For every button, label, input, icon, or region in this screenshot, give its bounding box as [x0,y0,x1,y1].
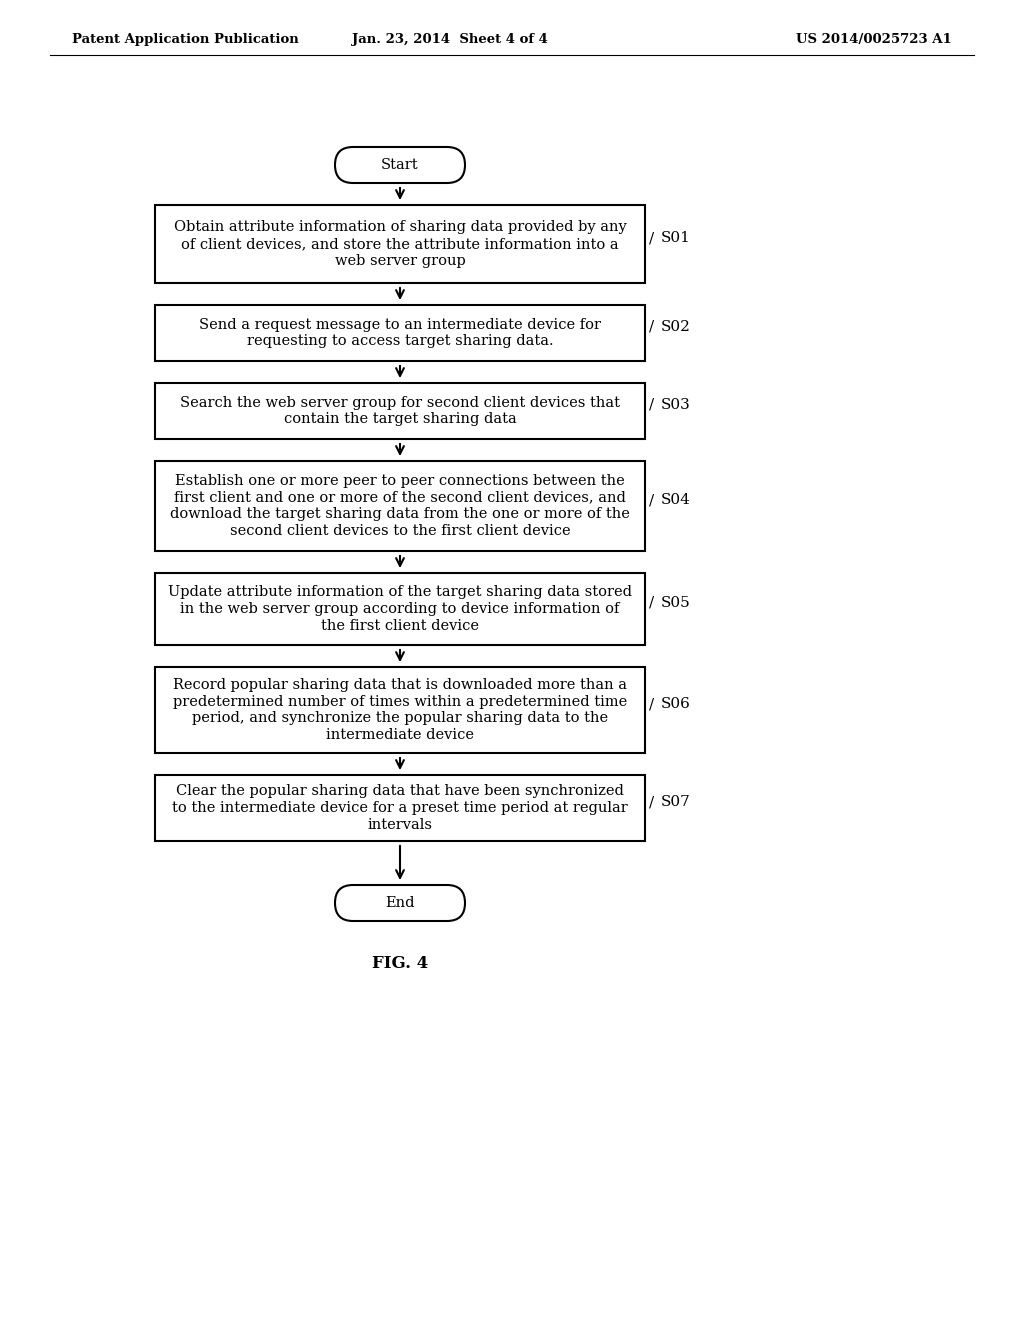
Bar [155,205,645,282]
Bar [155,775,645,841]
Text: /: / [649,795,654,809]
Text: S01: S01 [662,231,691,246]
Text: S02: S02 [662,319,691,334]
Text: period, and synchronize the popular sharing data to the: period, and synchronize the popular shar… [191,711,608,726]
Text: Patent Application Publication: Patent Application Publication [72,33,299,46]
Bar [155,573,645,645]
FancyBboxPatch shape [335,884,465,921]
Text: requesting to access target sharing data.: requesting to access target sharing data… [247,334,553,348]
Text: /: / [649,597,654,610]
Text: the first client device: the first client device [321,619,479,632]
Text: predetermined number of times within a predetermined time: predetermined number of times within a p… [173,694,627,709]
Text: web server group: web server group [335,253,465,268]
Text: Clear the popular sharing data that have been synchronized: Clear the popular sharing data that have… [176,784,624,799]
Text: Search the web server group for second client devices that: Search the web server group for second c… [180,396,620,409]
Text: /: / [649,492,654,507]
Text: intermediate device: intermediate device [326,729,474,742]
Text: /: / [649,399,654,412]
Text: Update attribute information of the target sharing data stored: Update attribute information of the targ… [168,585,632,599]
Text: S03: S03 [662,399,691,412]
Text: S05: S05 [662,597,691,610]
Text: S07: S07 [662,795,691,809]
Text: of client devices, and store the attribute information into a: of client devices, and store the attribu… [181,238,618,251]
Text: End: End [385,896,415,909]
Text: Send a request message to an intermediate device for: Send a request message to an intermediat… [199,318,601,331]
Text: S06: S06 [662,697,691,711]
Text: US 2014/0025723 A1: US 2014/0025723 A1 [797,33,952,46]
Text: /: / [649,697,654,711]
Text: Obtain attribute information of sharing data provided by any: Obtain attribute information of sharing … [174,220,627,234]
Text: first client and one or more of the second client devices, and: first client and one or more of the seco… [174,491,626,504]
Text: Record popular sharing data that is downloaded more than a: Record popular sharing data that is down… [173,677,627,692]
Text: /: / [649,319,654,334]
Text: in the web server group according to device information of: in the web server group according to dev… [180,602,620,616]
Text: Jan. 23, 2014  Sheet 4 of 4: Jan. 23, 2014 Sheet 4 of 4 [352,33,548,46]
Bar [155,667,645,752]
Bar [155,461,645,550]
Text: S04: S04 [662,492,691,507]
Text: to the intermediate device for a preset time period at regular: to the intermediate device for a preset … [172,801,628,814]
Text: Establish one or more peer to peer connections between the: Establish one or more peer to peer conne… [175,474,625,488]
Text: download the target sharing data from the one or more of the: download the target sharing data from th… [170,507,630,521]
Text: FIG. 4: FIG. 4 [372,954,428,972]
Text: intervals: intervals [368,818,432,832]
FancyBboxPatch shape [335,147,465,183]
Text: contain the target sharing data: contain the target sharing data [284,412,516,426]
Text: /: / [649,231,654,246]
Text: Start: Start [381,158,419,172]
Bar [155,305,645,360]
Bar [155,383,645,440]
Text: second client devices to the first client device: second client devices to the first clien… [229,524,570,539]
